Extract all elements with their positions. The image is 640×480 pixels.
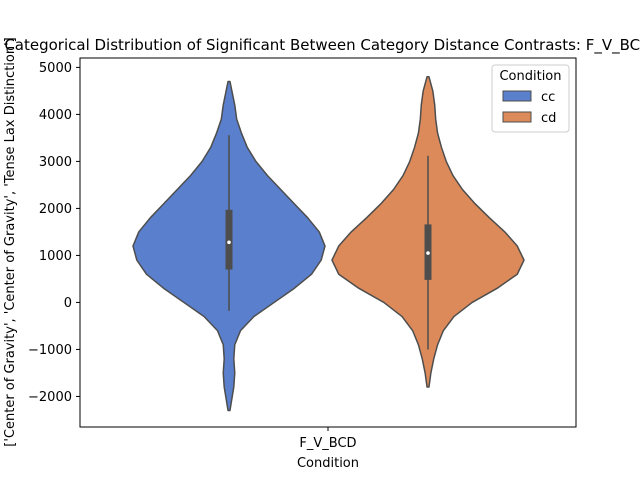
legend-swatch-cd	[502, 111, 532, 123]
legend-label-cd: cd	[541, 111, 556, 126]
y-axis-label: ['Center of Gravity', 'Center of Gravity…	[3, 37, 18, 446]
x-tick-label: F_V_BCD	[299, 436, 356, 451]
iqr-box-cc	[225, 209, 233, 270]
chart-title: Categorical Distribution of Significant …	[4, 36, 640, 55]
x-axis-label: Condition	[297, 456, 359, 471]
y-tick-label: 4000	[39, 108, 72, 123]
y-tick-label: 5000	[39, 61, 72, 76]
axes: −2000 −1000 0 1000 2000 3000 4000 5000 F_V_BCD	[28, 57, 577, 451]
y-tick-label: −2000	[28, 390, 72, 405]
legend-swatch-cc	[502, 90, 532, 102]
y-tick-label: 1000	[39, 249, 72, 264]
plot-area	[132, 76, 525, 412]
legend-label-cc: cc	[541, 90, 555, 105]
y-tick-label: 0	[64, 296, 72, 311]
legend-title: Condition	[499, 69, 561, 84]
median-cd	[426, 251, 430, 255]
median-cc	[227, 240, 231, 245]
y-tick-label: 3000	[39, 155, 72, 170]
legend: Condition cc cd	[491, 64, 570, 133]
y-tick-label: −1000	[28, 343, 72, 358]
y-tick-label: 2000	[39, 202, 72, 217]
